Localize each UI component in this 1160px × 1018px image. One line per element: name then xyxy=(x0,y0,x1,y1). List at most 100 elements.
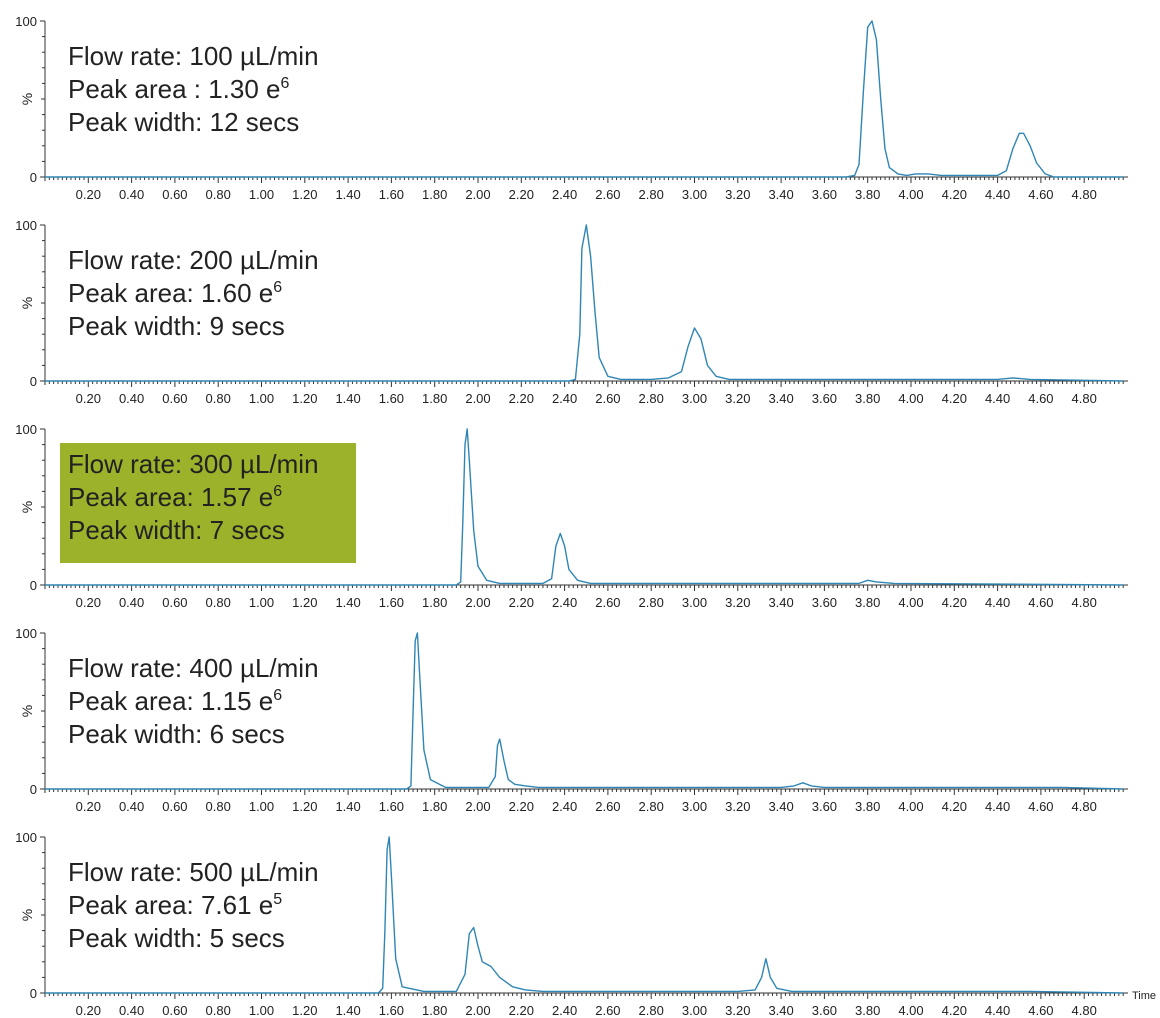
x-tick-label: 4.60 xyxy=(1028,187,1053,202)
x-tick-label: 4.60 xyxy=(1028,799,1053,814)
x-tick-label: 1.20 xyxy=(292,187,317,202)
x-tick-label: 1.40 xyxy=(335,799,360,814)
x-tick-label: 2.60 xyxy=(595,595,620,610)
x-tick-label: 1.40 xyxy=(335,187,360,202)
x-tick-label: 3.00 xyxy=(682,187,707,202)
x-tick-label: 2.20 xyxy=(509,391,534,406)
x-tick-label: 2.00 xyxy=(465,391,490,406)
chromatogram-panel: 100 0% 0.20 0.40 0.60 0.80 1.00 1.20 1.40 1.60 1.8… xyxy=(15,422,1128,610)
y-tick-label: 0 xyxy=(30,374,37,389)
x-tick-label: 0.60 xyxy=(162,799,187,814)
y-axis-label: % xyxy=(19,297,35,309)
x-tick-label: 3.60 xyxy=(812,799,837,814)
x-tick-label: 1.60 xyxy=(379,1003,404,1018)
x-tick-label: 3.40 xyxy=(768,799,793,814)
x-tick-label: 4.60 xyxy=(1028,1003,1053,1018)
annotation-line: Flow rate: 200 µL/min xyxy=(68,245,319,275)
x-tick-label: 3.20 xyxy=(725,391,750,406)
x-tick-label: 3.80 xyxy=(855,187,880,202)
x-tick-label: 0.20 xyxy=(76,799,101,814)
x-axis-label: Time xyxy=(1132,990,1156,1002)
chromatogram-panel: 100 0% 0.20 0.40 0.60 0.80 1.00 1.20 1.40 1.60 1.8… xyxy=(15,14,1128,202)
x-tick-label: 4.80 xyxy=(1072,187,1097,202)
annotation-line: Peak width: 9 secs xyxy=(68,311,285,341)
exponent-superscript: 6 xyxy=(273,483,282,500)
annotation-line: Peak area: 7.61 e5 xyxy=(68,890,282,920)
x-tick-label: 1.00 xyxy=(249,1003,274,1018)
x-tick-label: 0.40 xyxy=(119,187,144,202)
y-tick-label: 100 xyxy=(15,626,37,641)
x-tick-label: 3.20 xyxy=(725,595,750,610)
x-tick-label: 3.20 xyxy=(725,187,750,202)
x-tick-label: 0.60 xyxy=(162,1003,187,1018)
x-tick-label: 3.40 xyxy=(768,1003,793,1018)
x-tick-label: 4.80 xyxy=(1072,1003,1097,1018)
x-tick-label: 4.20 xyxy=(942,391,967,406)
x-tick-label: 0.40 xyxy=(119,391,144,406)
x-tick-label: 4.00 xyxy=(898,391,923,406)
annotation-highlight-box xyxy=(60,443,356,563)
x-tick-label: 4.00 xyxy=(898,187,923,202)
x-tick-label: 0.20 xyxy=(76,187,101,202)
x-tick-label: 3.80 xyxy=(855,799,880,814)
x-tick-label: 0.80 xyxy=(206,391,231,406)
exponent-superscript: 6 xyxy=(273,279,282,296)
x-tick-label: 2.80 xyxy=(639,187,664,202)
x-tick-label: 2.60 xyxy=(595,1003,620,1018)
annotation-line: Flow rate: 500 µL/min xyxy=(68,857,319,887)
x-tick-label: 2.20 xyxy=(509,187,534,202)
x-tick-label: 4.80 xyxy=(1072,595,1097,610)
x-tick-label: 3.60 xyxy=(812,1003,837,1018)
chromatogram-trace xyxy=(45,224,1124,382)
x-tick-label: 1.20 xyxy=(292,799,317,814)
chromatogram-panel: 100 0% 0.20 0.40 0.60 0.80 1.00 1.20 1.40 1.60 1.8… xyxy=(15,218,1128,406)
annotation-line: Flow rate: 300 µL/min xyxy=(68,449,319,479)
x-tick-label: 1.40 xyxy=(335,1003,360,1018)
x-tick-label: 0.20 xyxy=(76,595,101,610)
chromatogram-trace xyxy=(45,632,1124,790)
y-tick-label: 0 xyxy=(30,578,37,593)
x-tick-label: 0.20 xyxy=(76,391,101,406)
exponent-superscript: 6 xyxy=(280,75,289,92)
chromatogram-trace xyxy=(45,836,1124,994)
x-tick-label: 1.00 xyxy=(249,595,274,610)
annotation-line: Flow rate: 400 µL/min xyxy=(68,653,319,683)
chromatogram-trace xyxy=(45,20,1124,178)
x-tick-label: 2.40 xyxy=(552,595,577,610)
exponent-superscript: 5 xyxy=(273,891,282,908)
x-tick-label: 3.80 xyxy=(855,391,880,406)
exponent-superscript: 6 xyxy=(273,687,282,704)
x-tick-label: 3.60 xyxy=(812,187,837,202)
x-tick-label: 4.20 xyxy=(942,595,967,610)
y-axis-label: % xyxy=(19,501,35,513)
x-tick-label: 4.80 xyxy=(1072,799,1097,814)
x-tick-label: 0.60 xyxy=(162,391,187,406)
annotation-line: Peak area : 1.30 e6 xyxy=(68,74,289,104)
x-tick-label: 1.60 xyxy=(379,187,404,202)
x-tick-label: 2.00 xyxy=(465,595,490,610)
y-axis-label: % xyxy=(19,909,35,921)
x-tick-label: 1.40 xyxy=(335,595,360,610)
x-tick-label: 4.00 xyxy=(898,799,923,814)
x-tick-label: 1.80 xyxy=(422,1003,447,1018)
x-tick-label: 3.20 xyxy=(725,1003,750,1018)
x-tick-label: 1.20 xyxy=(292,595,317,610)
x-tick-label: 3.60 xyxy=(812,595,837,610)
x-tick-label: 3.80 xyxy=(855,1003,880,1018)
y-tick-label: 100 xyxy=(15,14,37,29)
x-tick-label: 2.40 xyxy=(552,391,577,406)
annotation-line: Peak area: 1.15 e6 xyxy=(68,686,282,716)
annotation-line: Flow rate: 100 µL/min xyxy=(68,41,319,71)
x-tick-label: 4.40 xyxy=(985,1003,1010,1018)
x-tick-label: 2.20 xyxy=(509,595,534,610)
x-tick-label: 4.60 xyxy=(1028,595,1053,610)
x-tick-label: 1.00 xyxy=(249,391,274,406)
x-tick-label: 2.60 xyxy=(595,391,620,406)
y-tick-label: 100 xyxy=(15,830,37,845)
x-tick-label: 2.80 xyxy=(639,1003,664,1018)
x-tick-label: 2.00 xyxy=(465,187,490,202)
x-tick-label: 1.20 xyxy=(292,391,317,406)
annotation-line: Peak area: 1.60 e6 xyxy=(68,278,282,308)
x-tick-label: 1.40 xyxy=(335,391,360,406)
x-tick-label: 3.80 xyxy=(855,595,880,610)
